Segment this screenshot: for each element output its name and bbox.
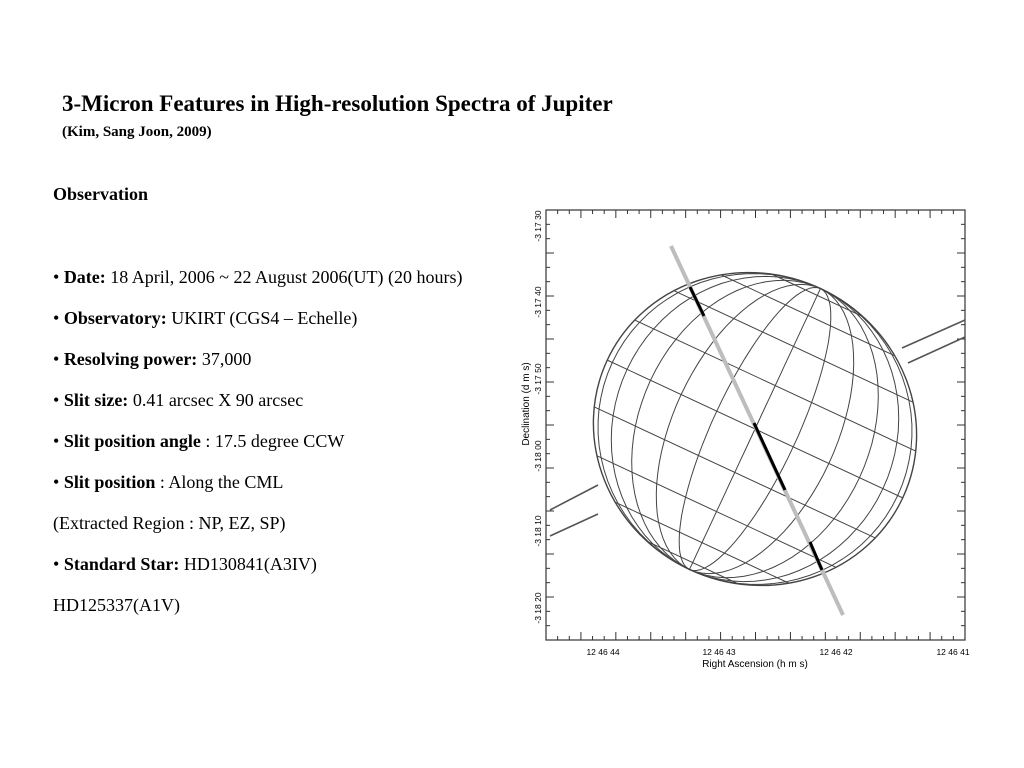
- region-np: [688, 286, 706, 317]
- longitude-line: [689, 288, 832, 572]
- item-label: Slit size:: [63, 390, 129, 410]
- item-value: : Along the CML: [155, 472, 284, 492]
- bullet-glyph: •: [53, 349, 60, 369]
- y-tick-label: -3 18 20: [533, 592, 543, 623]
- bullet-glyph: •: [53, 431, 60, 451]
- y-tick-label: -3 17 50: [533, 363, 543, 394]
- y-tick-label: -3 18 10: [533, 515, 543, 546]
- longitude-line: [610, 275, 821, 570]
- slide-subtitle: (Kim, Sang Joon, 2009): [62, 124, 212, 140]
- region-ez: [752, 422, 787, 491]
- bullet-glyph: •: [53, 308, 60, 328]
- y-tick-label: -3 17 30: [533, 210, 543, 241]
- list-item-slit-size: • Slit size: 0.41 arcsec X 90 arcsec: [53, 389, 491, 430]
- y-axis-label: Declination (d m s): [521, 362, 532, 445]
- list-item-slit-angle: • Slit position angle : 17.5 degree CCW: [53, 430, 491, 471]
- x-tick-label: 12 46 42: [819, 647, 852, 657]
- item-label: Standard Star:: [63, 554, 180, 574]
- slide-title: 3-Micron Features in High-resolution Spe…: [62, 91, 613, 116]
- item-value: UKIRT (CGS4 – Echelle): [166, 308, 358, 328]
- y-tick-label: -3 17 40: [533, 286, 543, 317]
- item-value: HD130841(A3IV): [179, 554, 317, 574]
- region-sp: [808, 541, 824, 571]
- list-item-standard-star: • Standard Star: HD130841(A3IV): [53, 553, 491, 594]
- list-item-second-star: HD125337(A1V): [53, 594, 491, 635]
- longitude-line: [597, 273, 821, 570]
- longitude-line: [655, 283, 821, 570]
- longitude-line: [689, 288, 855, 575]
- item-label: Slit position angle: [63, 431, 201, 451]
- item-label: Resolving power:: [63, 349, 198, 369]
- list-item-slit-position: • Slit position : Along the CML: [53, 471, 491, 512]
- longitude-line: [631, 279, 821, 570]
- jupiter-slit-figure: Declination (d m s) Right Ascension (h m…: [521, 209, 970, 670]
- item-label: Observatory:: [63, 308, 167, 328]
- item-value: 18 April, 2006 ~ 22 August 2006(UT) (20 …: [105, 267, 463, 287]
- x-axis-label: Right Ascension (h m s): [702, 659, 808, 670]
- longitude-line: [678, 286, 821, 570]
- x-tick-label: 12 46 43: [702, 647, 735, 657]
- observation-list: • Date: 18 April, 2006 ~ 22 August 2006(…: [53, 266, 491, 635]
- item-label: Slit position: [63, 472, 156, 492]
- bullet-glyph: •: [53, 390, 60, 410]
- ring-line-lower: [549, 336, 966, 537]
- item-value: (Extracted Region : NP, EZ, SP): [53, 513, 286, 533]
- longitude-line: [689, 288, 900, 583]
- item-value: : 17.5 degree CCW: [200, 431, 345, 451]
- bullet-glyph: •: [53, 472, 60, 492]
- item-value: HD125337(A1V): [53, 595, 180, 615]
- ring-lines: [549, 319, 966, 537]
- bullet-glyph: •: [53, 267, 60, 287]
- x-tick-label: 12 46 41: [936, 647, 969, 657]
- item-value: 37,000: [197, 349, 252, 369]
- x-tick-label: 12 46 44: [586, 647, 619, 657]
- item-label: Date:: [63, 267, 106, 287]
- list-item-observatory: • Observatory: UKIRT (CGS4 – Echelle): [53, 307, 491, 348]
- longitude-line: [689, 288, 879, 579]
- list-item-extracted-region: (Extracted Region : NP, EZ, SP): [53, 512, 491, 553]
- bullet-glyph: •: [53, 554, 60, 574]
- list-item-resolving-power: • Resolving power: 37,000: [53, 348, 491, 389]
- section-heading: Observation: [53, 184, 149, 204]
- item-value: 0.41 arcsec X 90 arcsec: [128, 390, 304, 410]
- list-item-date: • Date: 18 April, 2006 ~ 22 August 2006(…: [53, 266, 491, 288]
- y-tick-label: -3 18 00: [533, 440, 543, 471]
- longitude-line: [689, 288, 913, 585]
- extracted-regions: [688, 286, 824, 571]
- ring-line-upper: [549, 319, 966, 511]
